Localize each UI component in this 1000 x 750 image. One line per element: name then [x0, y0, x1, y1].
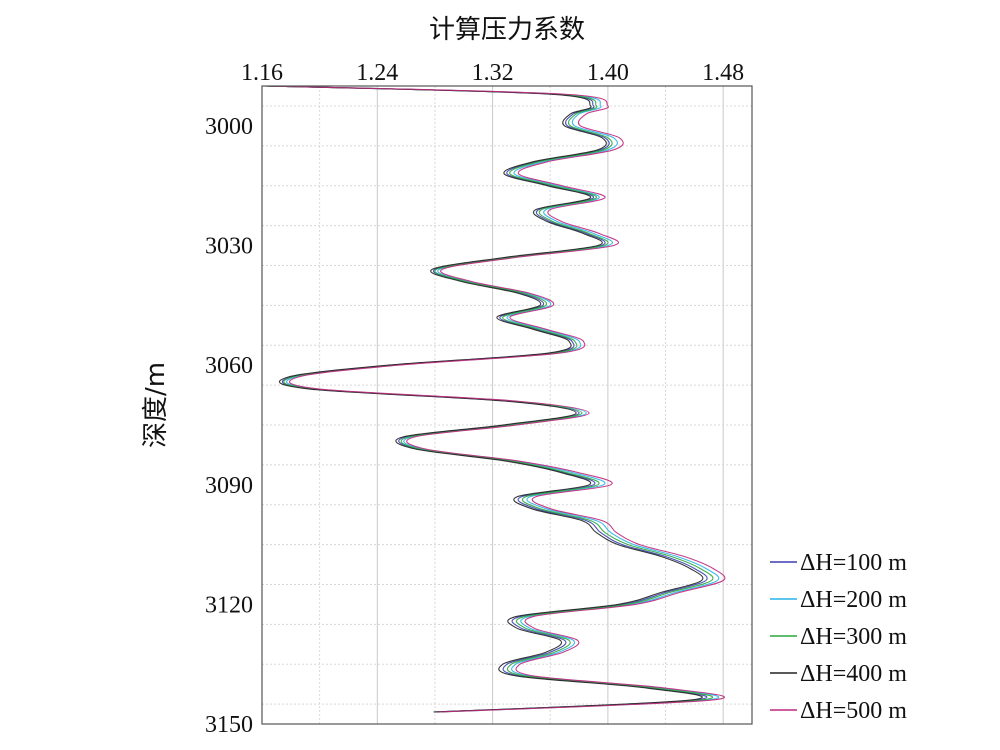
legend-label: ΔH=300 m: [800, 624, 907, 650]
legend-label: ΔH=500 m: [800, 698, 907, 724]
legend-label: ΔH=100 m: [800, 550, 907, 576]
series-line: [264, 85, 704, 713]
series-lines: [264, 85, 726, 713]
legend-label: ΔH=200 m: [800, 587, 907, 613]
plot-frame: [261, 85, 753, 725]
series-line: [264, 85, 726, 713]
y-tick-label: 3030: [205, 234, 253, 260]
legend: ΔH=100 m ΔH=200 m ΔH=300 m ΔH=400 m ΔH=500 m: [770, 550, 907, 724]
y-tick-labels: 3000 3030 3060 3090 3120 3150: [205, 114, 253, 738]
x-tick-label: 1.24: [356, 60, 398, 86]
x-tick-label: 1.32: [472, 60, 514, 86]
x-axis-title: 计算压力系数: [429, 15, 585, 45]
x-tick-labels: 1.16 1.24 1.32 1.40 1.48: [241, 60, 744, 86]
y-tick-label: 3150: [205, 712, 253, 738]
grid-lines: [261, 86, 752, 724]
y-tick-label: 3120: [205, 592, 253, 618]
x-tick-label: 1.40: [587, 60, 629, 86]
y-tick-label: 3060: [205, 353, 253, 379]
y-tick-label: 3000: [205, 114, 253, 140]
x-tick-label: 1.48: [702, 60, 744, 86]
y-tick-label: 3090: [205, 473, 253, 499]
x-tick-label: 1.16: [241, 60, 283, 86]
y-axis-title: 深度/m: [141, 362, 171, 448]
legend-label: ΔH=400 m: [800, 661, 907, 687]
